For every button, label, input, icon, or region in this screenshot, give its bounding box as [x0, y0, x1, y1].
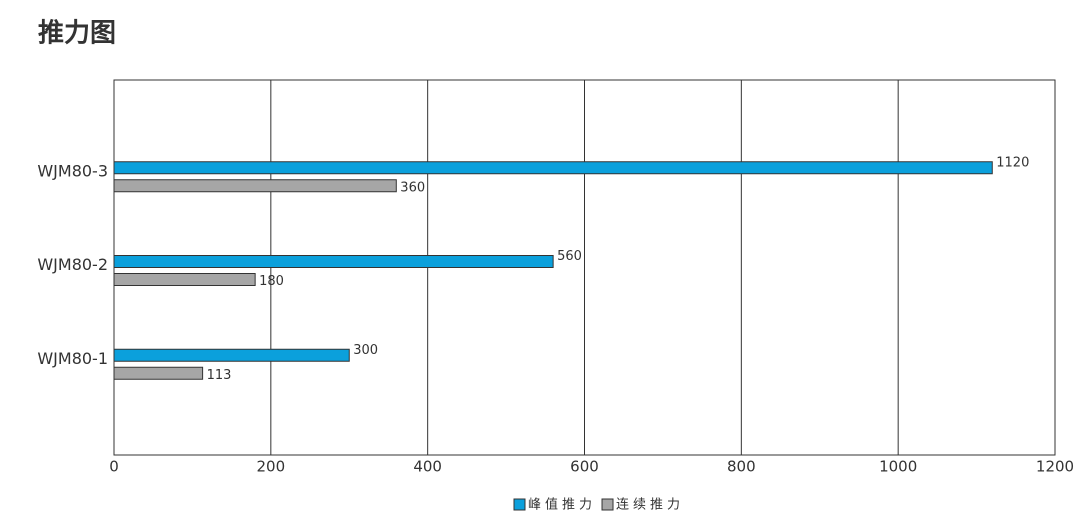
chart-title: 推力图: [38, 19, 116, 49]
bar: [113, 366, 204, 380]
legend-swatch: [513, 498, 526, 511]
data-label: 1120: [996, 155, 1029, 170]
bar: [113, 255, 554, 268]
data-label: 560: [557, 249, 582, 264]
x-tick-label: 0: [109, 458, 119, 476]
x-tick-label: 400: [413, 458, 442, 476]
x-tick-label: 1000: [879, 458, 917, 476]
legend-label: 连续推力: [616, 497, 684, 513]
y-tick-label: WJM80-3: [37, 161, 108, 180]
x-tick-label: 800: [727, 458, 756, 476]
bar: [113, 179, 397, 193]
legend-swatch: [601, 498, 614, 511]
data-label: 360: [400, 180, 425, 195]
data-label: 180: [259, 274, 284, 289]
x-tick-label: 1200: [1036, 458, 1074, 476]
legend-label: 峰值推力: [528, 497, 596, 513]
x-tick-label: 600: [570, 458, 599, 476]
y-tick-label: WJM80-2: [37, 255, 108, 274]
x-tick-label: 200: [257, 458, 286, 476]
bar: [113, 161, 993, 175]
bar: [113, 348, 350, 362]
data-label: 113: [207, 368, 232, 383]
data-label: 300: [353, 343, 378, 358]
bar: [113, 273, 256, 286]
y-tick-label: WJM80-1: [37, 349, 108, 368]
